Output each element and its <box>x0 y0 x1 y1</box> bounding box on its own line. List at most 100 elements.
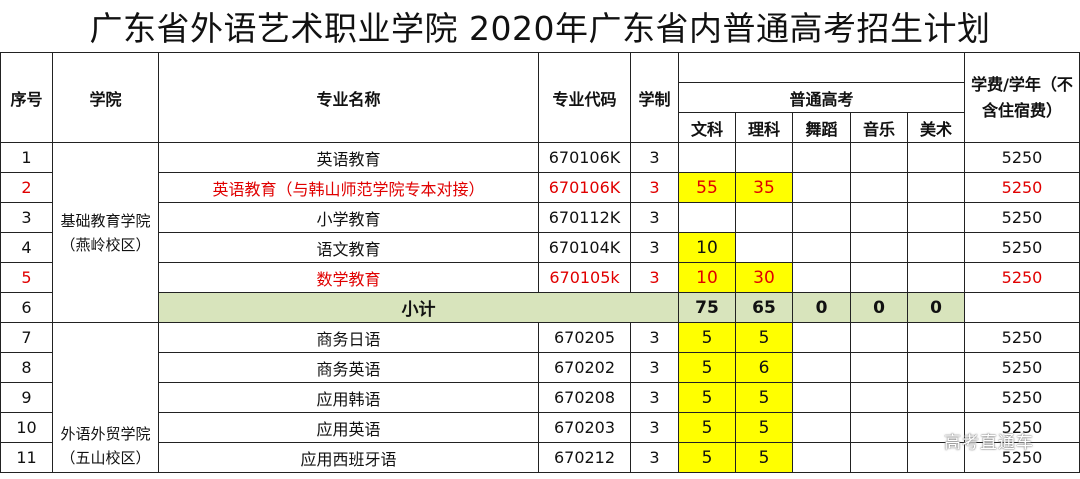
row-wenke: 10 <box>678 232 736 263</box>
table-row: 2 英语教育（与韩山师范学院专本对接） 670106K 3 55 35 5250 <box>0 172 1080 203</box>
row-code: 670105k <box>538 262 631 293</box>
row-wudao <box>792 142 851 173</box>
table-row: 4 语文教育 670104K 3 10 5250 <box>0 232 1080 263</box>
row-fee: 5250 <box>964 352 1080 383</box>
header-wudao: 舞蹈 <box>792 112 851 143</box>
row-like <box>735 202 793 233</box>
row-wudao <box>792 172 851 203</box>
row-meishu <box>907 142 965 173</box>
row-meishu <box>907 172 965 203</box>
row-duration: 3 <box>630 262 679 293</box>
row-duration: 3 <box>630 142 679 173</box>
header-major: 专业名称 <box>158 52 539 143</box>
row-yinyue <box>850 322 908 353</box>
header-yinyue: 音乐 <box>850 112 908 143</box>
row-seq: 1 <box>0 142 53 173</box>
row-like: 5 <box>735 442 793 473</box>
header-wenke: 文科 <box>678 112 736 143</box>
row-like: 6 <box>735 352 793 383</box>
row-major: 小学教育 <box>158 202 539 233</box>
row-major: 英语教育 <box>158 142 539 173</box>
header-seq: 序号 <box>0 52 53 143</box>
row-yinyue <box>850 172 908 203</box>
subtotal-row: 6 小计 75 65 0 0 0 <box>0 292 1080 323</box>
row-like: 5 <box>735 322 793 353</box>
header-duration: 学制 <box>630 52 679 143</box>
row-yinyue <box>850 262 908 293</box>
row-wudao <box>792 352 851 383</box>
row-duration: 3 <box>630 382 679 413</box>
row-wenke: 5 <box>678 442 736 473</box>
row-major: 英语教育（与韩山师范学院专本对接） <box>158 172 539 203</box>
row-meishu <box>907 262 965 293</box>
row-like <box>735 142 793 173</box>
admission-plan-table: 序号 学院 专业名称 专业代码 学制 学费/学年（不含住宿费） 普通高考 文科 … <box>0 52 1080 473</box>
row-duration: 3 <box>630 172 679 203</box>
row-seq: 4 <box>0 232 53 263</box>
row-fee: 5250 <box>964 442 1080 473</box>
row-fee: 5250 <box>964 232 1080 263</box>
row-code: 670104K <box>538 232 631 263</box>
row-major: 应用韩语 <box>158 382 539 413</box>
header-college: 学院 <box>52 52 159 143</box>
subtotal-like: 65 <box>735 292 793 323</box>
row-code: 670112K <box>538 202 631 233</box>
subtotal-yinyue: 0 <box>850 292 908 323</box>
row-wudao <box>792 262 851 293</box>
table-row: 10 应用英语 670203 3 5 5 5250 <box>0 412 1080 443</box>
row-major: 数学教育 <box>158 262 539 293</box>
row-major: 商务日语 <box>158 322 539 353</box>
row-wudao <box>792 322 851 353</box>
row-like: 5 <box>735 412 793 443</box>
row-meishu <box>907 382 965 413</box>
row-duration: 3 <box>630 202 679 233</box>
row-yinyue <box>850 412 908 443</box>
row-code: 670203 <box>538 412 631 443</box>
row-duration: 3 <box>630 322 679 353</box>
row-fee: 5250 <box>964 382 1080 413</box>
row-duration: 3 <box>630 412 679 443</box>
header-meishu: 美术 <box>907 112 965 143</box>
row-yinyue <box>850 142 908 173</box>
row-fee: 5250 <box>964 172 1080 203</box>
college-name: 基础教育学院（燕岭校区） <box>52 142 159 323</box>
subtotal-fee <box>964 292 1080 323</box>
row-meishu <box>907 232 965 263</box>
row-wenke: 5 <box>678 382 736 413</box>
row-meishu <box>907 322 965 353</box>
row-fee: 5250 <box>964 262 1080 293</box>
row-seq: 6 <box>0 292 53 323</box>
row-duration: 3 <box>630 352 679 383</box>
row-fee: 5250 <box>964 322 1080 353</box>
row-wudao <box>792 412 851 443</box>
page-title: 广东省外语艺术职业学院 2020年广东省内普通高考招生计划 <box>0 0 1080 52</box>
subtotal-label: 小计 <box>158 292 679 323</box>
row-duration: 3 <box>630 442 679 473</box>
row-major: 应用英语 <box>158 412 539 443</box>
row-meishu <box>907 442 965 473</box>
row-code: 670205 <box>538 322 631 353</box>
row-wudao <box>792 232 851 263</box>
watermark: 高考直通车 <box>944 433 1034 453</box>
row-like <box>735 232 793 263</box>
row-major: 商务英语 <box>158 352 539 383</box>
row-code: 670208 <box>538 382 631 413</box>
row-seq: 11 <box>0 442 53 473</box>
row-seq: 3 <box>0 202 53 233</box>
row-duration: 3 <box>630 232 679 263</box>
header-code: 专业代码 <box>538 52 631 143</box>
row-wenke: 5 <box>678 352 736 383</box>
row-yinyue <box>850 202 908 233</box>
row-seq: 5 <box>0 262 53 293</box>
table-row: 5 数学教育 670105k 3 10 30 5250 <box>0 262 1080 293</box>
subtotal-wenke: 75 <box>678 292 736 323</box>
row-major: 应用西班牙语 <box>158 442 539 473</box>
row-seq: 8 <box>0 352 53 383</box>
header-fee: 学费/学年（不含住宿费） <box>964 52 1080 143</box>
row-major: 语文教育 <box>158 232 539 263</box>
row-wudao <box>792 442 851 473</box>
row-seq: 9 <box>0 382 53 413</box>
table-row: 1 基础教育学院（燕岭校区） 英语教育 670106K 3 5250 <box>0 142 1080 323</box>
row-seq: 10 <box>0 412 53 443</box>
row-wenke: 5 <box>678 412 736 443</box>
